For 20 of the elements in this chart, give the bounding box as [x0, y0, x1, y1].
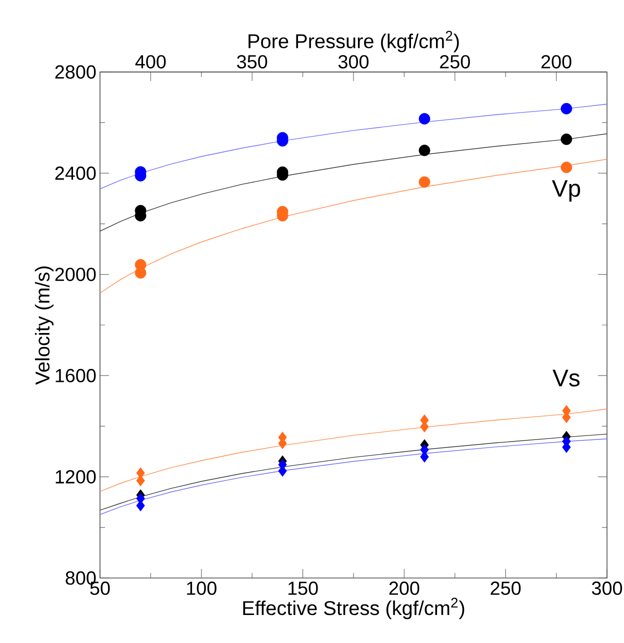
- y-tick-label: 1600: [56, 368, 96, 382]
- x2-tick-label: 200: [541, 55, 572, 68]
- x2-axis-title: Pore Pressure (kgf/cm$^{2}$): [248, 30, 459, 52]
- x2-tick-label: 250: [440, 55, 470, 68]
- annotation: Vp: [552, 180, 580, 202]
- y-tick-label: 2800: [55, 65, 96, 79]
- x2-tick-label: 350: [237, 55, 268, 68]
- y-axis-title: Velocity (m/s): [34, 266, 54, 385]
- x-tick-label: 200: [389, 582, 420, 595]
- annotation: Vs: [552, 370, 580, 386]
- x-tick-label: 150: [288, 582, 318, 595]
- x-tick-label: 300: [592, 582, 622, 595]
- x-axis-title: Effective Stress (kgf/cm$^{2}$): [243, 598, 464, 620]
- x-tick-label: 250: [490, 582, 521, 595]
- y-tick-label: 2400: [55, 166, 96, 180]
- x2-tick-label: 300: [338, 55, 369, 68]
- y-tick-label: 2000: [55, 268, 96, 282]
- x-tick-label: 100: [187, 582, 216, 595]
- x2-tick-label: 400: [135, 55, 166, 68]
- y-tick-label: 1200: [56, 470, 96, 484]
